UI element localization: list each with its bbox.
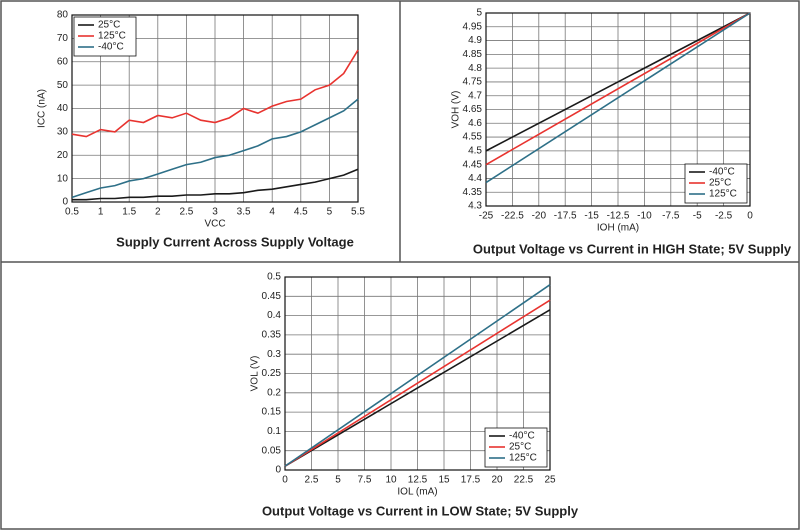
- y-tick-label: 0.2: [267, 387, 281, 398]
- y-tick-label: 4.8: [468, 63, 482, 74]
- x-tick-label: 5: [327, 207, 333, 218]
- x-tick-label: 3: [212, 207, 218, 218]
- plot-frame: [71, 14, 359, 203]
- y-tick-label: 20: [57, 150, 69, 161]
- plot-frame: [485, 12, 751, 207]
- x-tick-label: 0: [747, 211, 753, 222]
- y-tick-label: 0.15: [262, 407, 282, 418]
- data-line: [284, 299, 551, 467]
- x-axis-label: IOH (mA): [597, 223, 639, 234]
- y-tick-label: 4.35: [463, 187, 483, 198]
- x-axis-label: VCC: [204, 219, 225, 230]
- x-tick-label: 3.5: [237, 207, 251, 218]
- legend-label: -40°C: [709, 167, 735, 178]
- y-tick-label: 30: [57, 127, 69, 138]
- x-tick-label: 15: [438, 475, 450, 486]
- y-tick-label: 4.5: [468, 145, 482, 156]
- x-tick-label: -22.5: [501, 211, 524, 222]
- legend-label: -40°C: [98, 42, 124, 53]
- legend-label: 125°C: [98, 31, 126, 42]
- y-tick-label: 10: [57, 173, 69, 184]
- y-axis-label: VOH (V): [451, 91, 462, 129]
- x-tick-label: 1.5: [122, 207, 136, 218]
- y-tick-label: 0.5: [267, 272, 281, 283]
- x-axis-label: IOL (mA): [397, 487, 437, 498]
- x-tick-label: 0: [282, 475, 288, 486]
- x-tick-label: -10: [637, 211, 652, 222]
- chart-title: Supply Current Across Supply Voltage: [116, 234, 354, 249]
- data-line: [72, 168, 359, 201]
- y-tick-label: 0.35: [262, 330, 282, 341]
- y-tick-label: 4.45: [463, 159, 483, 170]
- y-tick-label: 60: [57, 56, 69, 67]
- legend-label: 25°C: [509, 442, 531, 453]
- y-tick-label: 4.75: [463, 77, 483, 88]
- y-tick-label: 4.3: [468, 201, 482, 212]
- x-tick-label: 4: [269, 207, 275, 218]
- x-tick-label: 22.5: [514, 475, 534, 486]
- x-tick-label: -5: [693, 211, 702, 222]
- x-tick-label: 17.5: [461, 475, 481, 486]
- y-tick-label: 50: [57, 80, 69, 91]
- y-tick-label: 0: [62, 197, 68, 208]
- legend-label: -40°C: [509, 431, 535, 442]
- x-tick-label: -2.5: [715, 211, 733, 222]
- x-tick-label: 1: [98, 207, 104, 218]
- y-tick-label: 0.25: [262, 368, 282, 379]
- chart-title: Output Voltage vs Current in LOW State; …: [262, 503, 579, 518]
- x-tick-label: 2.5: [305, 475, 319, 486]
- y-tick-label: 70: [57, 33, 69, 44]
- x-tick-label: 20: [491, 475, 503, 486]
- y-axis-label: ICC (nA): [37, 89, 48, 128]
- data-line: [485, 12, 751, 166]
- data-line: [71, 98, 359, 199]
- x-tick-label: -15: [584, 211, 599, 222]
- data-line: [284, 284, 551, 467]
- data-line: [284, 309, 551, 467]
- y-tick-label: 4.7: [468, 90, 482, 101]
- legend-label: 125°C: [509, 453, 537, 464]
- data-line: [485, 12, 751, 152]
- y-tick-label: 5: [476, 8, 482, 19]
- y-tick-label: 0.4: [267, 310, 281, 321]
- x-tick-label: -12.5: [607, 211, 630, 222]
- plot-frame: [284, 276, 551, 471]
- y-tick-label: 4.6: [468, 118, 482, 129]
- legend-label: 25°C: [98, 20, 120, 31]
- x-tick-label: 10: [385, 475, 397, 486]
- y-tick-label: 0.1: [267, 426, 281, 437]
- x-tick-label: 5.5: [351, 207, 365, 218]
- x-tick-label: 2.5: [179, 207, 193, 218]
- y-tick-label: 0.05: [262, 445, 282, 456]
- x-tick-label: 5: [335, 475, 341, 486]
- y-tick-label: 4.65: [463, 104, 483, 115]
- data-line: [71, 49, 359, 138]
- y-tick-label: 0.3: [267, 349, 281, 360]
- y-tick-label: 80: [57, 10, 69, 21]
- x-tick-label: -25: [479, 211, 494, 222]
- y-tick-label: 0.45: [262, 291, 282, 302]
- legend-label: 125°C: [709, 189, 737, 200]
- chart-title: Output Voltage vs Current in HIGH State;…: [473, 241, 792, 256]
- legend-label: 25°C: [709, 178, 731, 189]
- x-tick-label: 4.5: [294, 207, 308, 218]
- y-tick-label: 0: [275, 465, 281, 476]
- x-tick-label: -20: [532, 211, 547, 222]
- y-tick-label: 4.9: [468, 35, 482, 46]
- x-tick-label: -7.5: [662, 211, 680, 222]
- data-line: [485, 12, 751, 184]
- y-tick-label: 4.55: [463, 132, 483, 143]
- y-tick-label: 4.85: [463, 49, 483, 60]
- x-tick-label: 7.5: [358, 475, 372, 486]
- y-axis-label: VOL (V): [250, 356, 261, 392]
- x-tick-label: -17.5: [554, 211, 577, 222]
- x-tick-label: 12.5: [408, 475, 428, 486]
- x-tick-label: 2: [155, 207, 161, 218]
- x-tick-label: 25: [544, 475, 556, 486]
- y-tick-label: 40: [57, 103, 69, 114]
- y-tick-label: 4.4: [468, 173, 482, 184]
- x-tick-label: 0.5: [65, 207, 79, 218]
- y-tick-label: 4.95: [463, 21, 483, 32]
